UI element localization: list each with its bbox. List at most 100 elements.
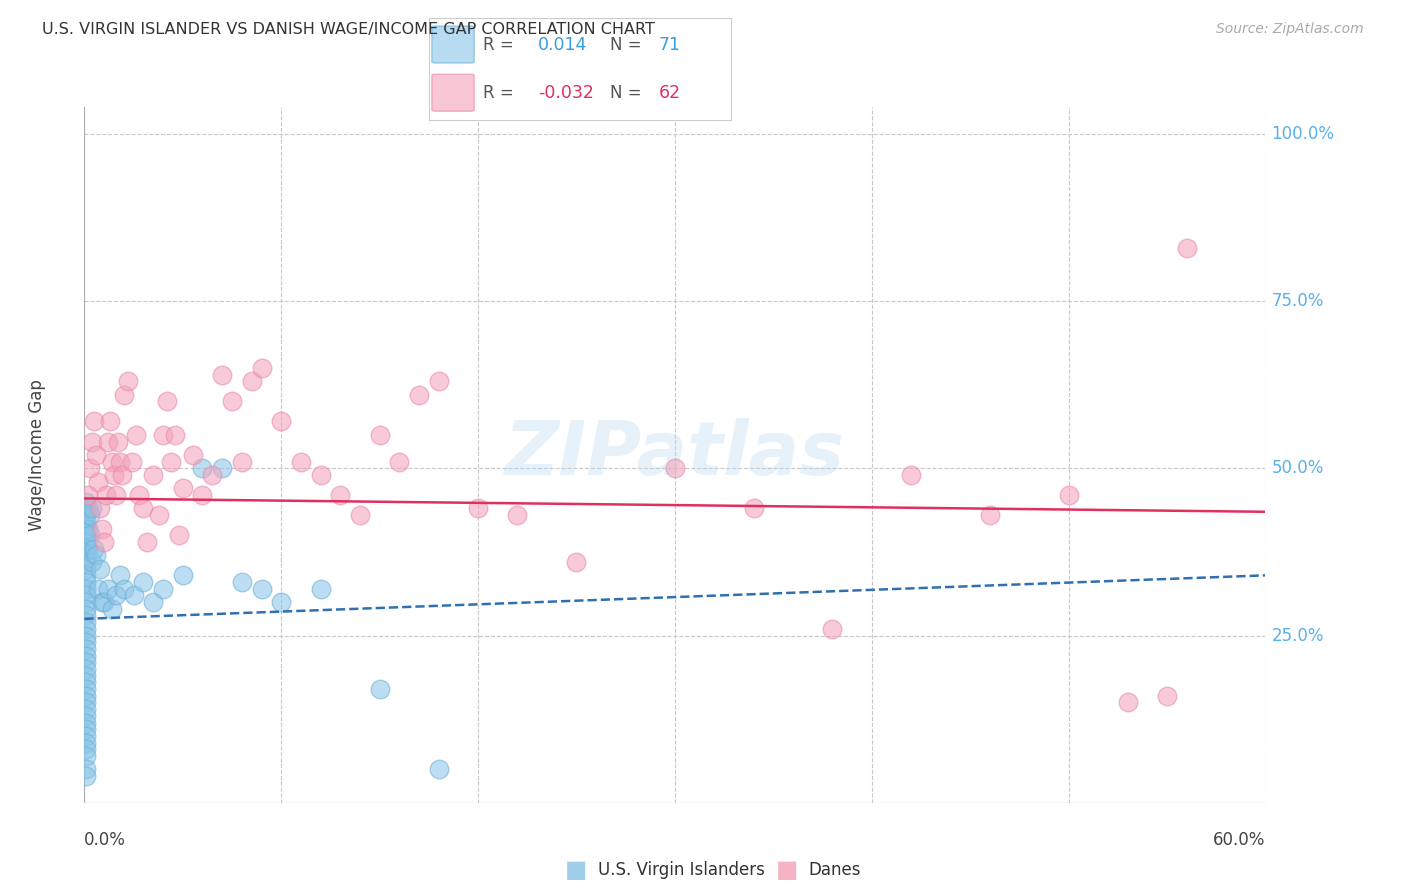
Point	[77, 488, 100, 502]
Point	[108, 455, 131, 469]
Text: 50.0%: 50.0%	[1271, 459, 1323, 477]
Point	[87, 475, 110, 489]
Point	[75, 723, 97, 737]
Point	[1116, 696, 1139, 710]
Point	[1156, 689, 1178, 703]
Point	[82, 434, 104, 449]
Point	[87, 582, 110, 596]
Point	[132, 575, 155, 590]
Point	[75, 642, 97, 657]
Text: Source: ZipAtlas.com: Source: ZipAtlas.com	[1216, 22, 1364, 37]
Point	[75, 602, 97, 616]
Point	[83, 541, 105, 556]
Point	[1057, 488, 1080, 502]
Point	[329, 488, 352, 502]
Point	[75, 622, 97, 636]
Point	[93, 535, 115, 549]
Point	[240, 375, 263, 389]
Point	[75, 662, 97, 676]
Point	[75, 769, 97, 783]
Text: ■: ■	[565, 858, 588, 881]
Point	[160, 455, 183, 469]
Point	[152, 582, 174, 596]
Point	[91, 595, 114, 609]
Text: R =: R =	[484, 36, 515, 54]
Point	[75, 762, 97, 776]
Point	[75, 515, 97, 529]
Point	[122, 589, 145, 603]
Point	[1175, 241, 1198, 255]
Text: 100.0%: 100.0%	[1271, 125, 1334, 143]
Text: U.S. Virgin Islanders: U.S. Virgin Islanders	[598, 861, 765, 879]
Point	[821, 622, 844, 636]
Point	[104, 589, 127, 603]
Point	[75, 669, 97, 683]
Point	[75, 635, 97, 649]
Text: 60.0%: 60.0%	[1213, 830, 1265, 848]
Point	[270, 595, 292, 609]
Point	[94, 488, 117, 502]
Point	[75, 528, 97, 542]
Point	[75, 589, 97, 603]
Point	[98, 415, 121, 429]
Point	[111, 468, 134, 483]
Text: Wage/Income Gap: Wage/Income Gap	[28, 379, 46, 531]
Point	[75, 715, 97, 730]
Text: R =: R =	[484, 84, 515, 102]
Point	[79, 461, 101, 475]
Point	[124, 428, 146, 442]
Point	[75, 681, 97, 696]
Point	[506, 508, 529, 523]
Point	[75, 568, 97, 582]
Point	[75, 608, 97, 623]
Point	[75, 735, 97, 749]
Point	[75, 582, 97, 596]
Point	[250, 361, 273, 376]
Point	[75, 595, 97, 609]
Point	[83, 415, 105, 429]
Point	[107, 434, 129, 449]
Point	[75, 675, 97, 690]
Point	[152, 428, 174, 442]
Point	[742, 501, 765, 516]
Point	[191, 488, 214, 502]
Point	[75, 689, 97, 703]
Point	[132, 501, 155, 516]
Point	[82, 555, 104, 569]
Point	[97, 582, 120, 596]
Point	[121, 455, 143, 469]
Point	[181, 448, 204, 462]
Point	[75, 555, 97, 569]
Point	[117, 375, 139, 389]
Point	[104, 488, 127, 502]
Point	[84, 448, 107, 462]
Point	[79, 528, 101, 542]
Point	[97, 434, 120, 449]
Point	[979, 508, 1001, 523]
Point	[75, 521, 97, 535]
Point	[75, 702, 97, 716]
Point	[75, 548, 97, 563]
Point	[101, 602, 124, 616]
Point	[309, 468, 332, 483]
Point	[172, 568, 194, 582]
Point	[77, 501, 100, 516]
Point	[75, 535, 97, 549]
Text: N =: N =	[610, 36, 641, 54]
Text: 25.0%: 25.0%	[1271, 626, 1324, 645]
Text: 0.0%: 0.0%	[84, 830, 127, 848]
Point	[201, 468, 224, 483]
Text: 0.014: 0.014	[537, 36, 588, 54]
Point	[93, 595, 115, 609]
Point	[900, 468, 922, 483]
Point	[75, 648, 97, 663]
Point	[148, 508, 170, 523]
Point	[75, 562, 97, 576]
Point	[368, 681, 391, 696]
Point	[270, 415, 292, 429]
Point	[75, 696, 97, 710]
Point	[172, 482, 194, 496]
Point	[75, 708, 97, 723]
Text: U.S. VIRGIN ISLANDER VS DANISH WAGE/INCOME GAP CORRELATION CHART: U.S. VIRGIN ISLANDER VS DANISH WAGE/INCO…	[42, 22, 655, 37]
Point	[221, 394, 243, 409]
